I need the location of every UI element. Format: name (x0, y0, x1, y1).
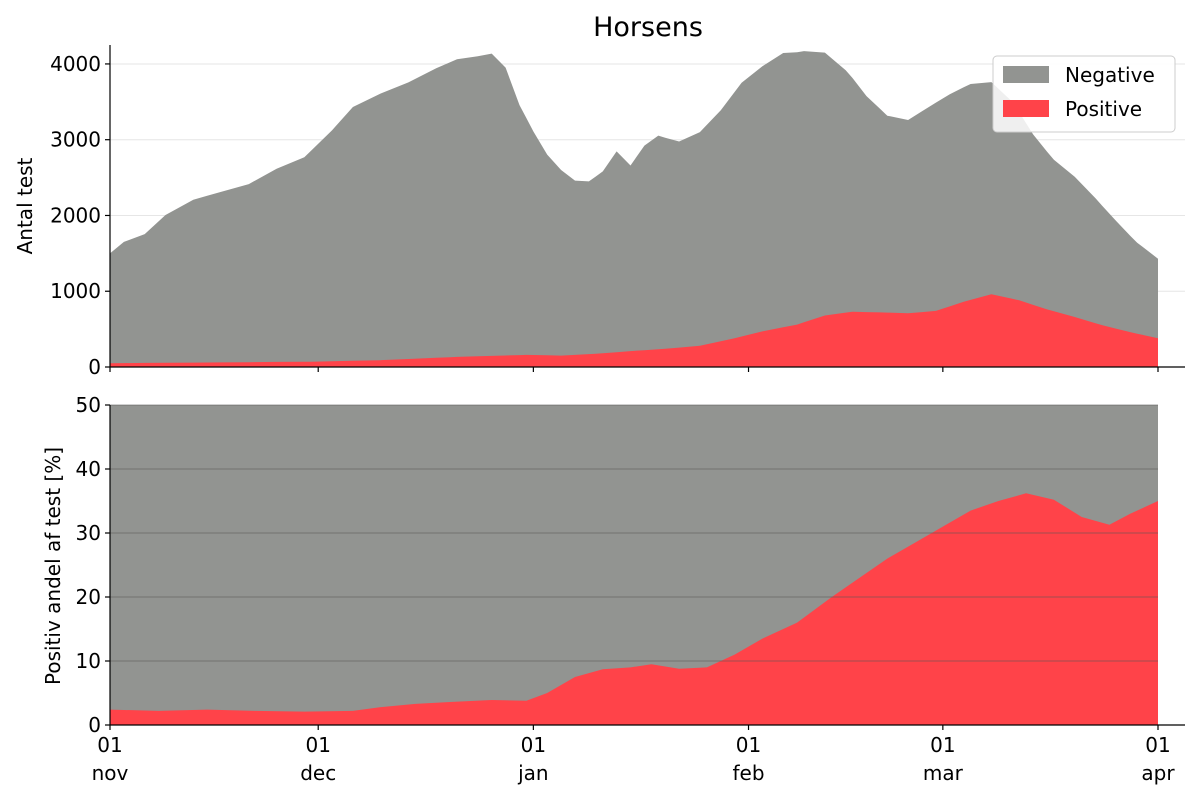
bottom-y-tick-label: 20 (76, 585, 101, 609)
x-tick-day: 01 (736, 733, 761, 757)
bottom-gridlines (110, 404, 1158, 662)
x-tick-month: jan (517, 761, 549, 785)
top-areas (110, 51, 1158, 367)
x-tick-day: 01 (97, 733, 122, 757)
top-y-tick-label: 4000 (50, 52, 101, 76)
x-tick-day: 01 (1145, 733, 1170, 757)
negative-area (110, 51, 1158, 367)
top-axes (109, 45, 1185, 372)
bottom-y-tick-label: 50 (76, 393, 101, 417)
top-y-tick-label: 2000 (50, 203, 101, 227)
x-tick-month: dec (300, 761, 336, 785)
top-y-tick-label: 3000 (50, 128, 101, 152)
x-tick-month: nov (92, 761, 129, 785)
x-tick-month: mar (923, 761, 964, 785)
bottom-axes (109, 405, 1185, 726)
top-y-ticks: 0 1000 2000 3000 4000 (50, 52, 110, 379)
bottom-y-axis-label: Positiv andel af test [%] (41, 447, 65, 685)
bottom-areas (110, 405, 1158, 725)
bottom-y-tick-label: 10 (76, 649, 101, 673)
x-tick-month: feb (732, 761, 764, 785)
positive-share-area (110, 493, 1158, 725)
bottom-y-tick-label: 0 (88, 713, 101, 737)
bottom-panel: 0 10 20 30 40 50 01 nov 01 dec 01 jan 01 feb 01 mar 01 a… (41, 393, 1185, 785)
x-tick-day: 01 (305, 733, 330, 757)
top-y-tick-label: 0 (88, 355, 101, 379)
x-tick-day: 01 (930, 733, 955, 757)
bottom-y-tick-label: 30 (76, 521, 101, 545)
legend-label-positive: Positive (1065, 97, 1142, 121)
top-y-axis-label: Antal test (13, 157, 37, 254)
legend: Negative Positive (992, 55, 1176, 133)
top-panel: 0 1000 2000 3000 4000 Antal test Negative Pos… (13, 45, 1185, 379)
top-y-tick-label: 1000 (50, 279, 101, 303)
chart-title: Horsens (593, 12, 703, 43)
x-ticks: 01 nov 01 dec 01 jan 01 feb 01 mar 01 apr (92, 725, 1175, 785)
bottom-y-tick-label: 40 (76, 457, 101, 481)
legend-label-negative: Negative (1065, 63, 1155, 87)
legend-swatch-negative (1003, 66, 1049, 83)
bottom-y-ticks: 0 10 20 30 40 50 (76, 393, 110, 737)
x-tick-month: apr (1141, 761, 1175, 785)
x-tick-day: 01 (521, 733, 546, 757)
legend-swatch-positive (1003, 100, 1049, 117)
positive-area (110, 294, 1158, 367)
